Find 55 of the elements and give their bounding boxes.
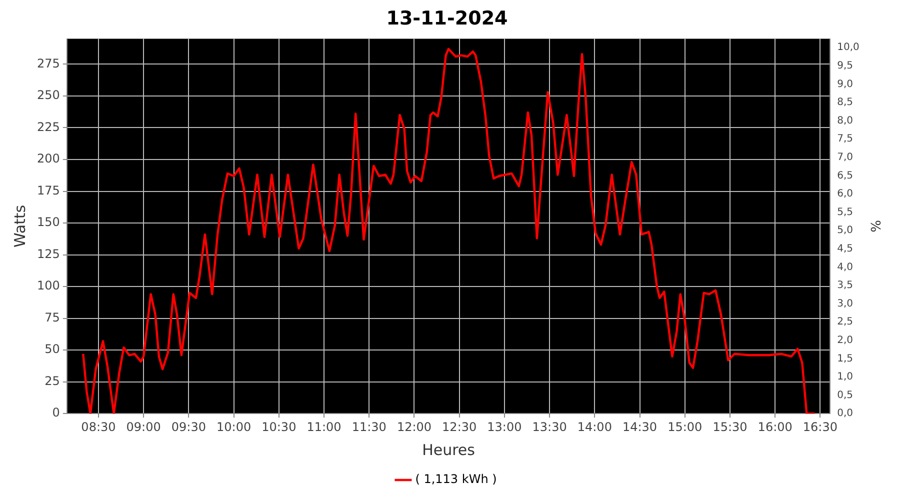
x-tick-label: 14:30 <box>622 420 658 434</box>
y-tick-label: 250 <box>37 88 60 102</box>
legend-label: ( 1,113 kWh ) <box>415 472 497 486</box>
x-tick-label: 16:00 <box>758 420 792 434</box>
y2-tick-label: 3,5 <box>837 280 854 292</box>
y2-tick-label: 5,5 <box>837 206 854 218</box>
x-tick-label: 15:30 <box>712 420 748 434</box>
x-tick-label: 13:30 <box>532 420 567 434</box>
x-tick-label: 12:30 <box>442 420 477 434</box>
y2-tick-label: 7,0 <box>837 152 854 163</box>
y2-tick-label: 3,0 <box>837 298 854 310</box>
y2-tick-label: 0,0 <box>837 408 854 420</box>
y-tick-label: 200 <box>37 152 60 166</box>
y2-tick-label: 6,0 <box>837 188 854 200</box>
y-tick-label: 275 <box>37 56 60 70</box>
y-tick-label: 100 <box>37 278 60 293</box>
y-axis-title: Watts <box>10 204 29 248</box>
y2-tick-label: 5,0 <box>837 225 854 236</box>
y2-tick-label: 1,5 <box>837 353 854 364</box>
x-tick-label: 09:30 <box>171 420 206 434</box>
y2-tick-label: 9,5 <box>837 60 854 72</box>
y2-tick-label: 4,0 <box>837 262 854 273</box>
x-tick-label: 09:00 <box>126 420 161 434</box>
y2-tick-label: 9,0 <box>837 78 854 90</box>
y2-tick-label: 10,0 <box>837 42 860 54</box>
y-tick-label: 75 <box>44 310 60 324</box>
y2-tick-label: 4,5 <box>837 243 854 254</box>
y-tick-label: 175 <box>37 183 60 198</box>
x-tick-label: 14:00 <box>577 420 612 434</box>
y-tick-label: 150 <box>37 215 60 230</box>
x-tick-label: 10:30 <box>262 420 296 434</box>
x-tick-label: 11:30 <box>352 420 386 434</box>
y2-tick-label: 0,5 <box>837 390 854 401</box>
y2-tick-label: 7,5 <box>837 134 854 145</box>
y-tick-label: 125 <box>37 246 60 261</box>
x-tick-label: 08:30 <box>81 420 116 434</box>
y-tick-label: 0 <box>52 406 60 420</box>
y2-tick-label: 2,0 <box>837 334 854 346</box>
y2-tick-label: 8,0 <box>837 115 854 126</box>
y-tick-label: 25 <box>44 374 60 388</box>
y2-tick-label: 1,0 <box>837 372 854 383</box>
y2-tick-label: 6,5 <box>837 170 854 182</box>
x-tick-label: 13:00 <box>487 420 522 434</box>
y-tick-label: 50 <box>44 342 60 356</box>
x-axis-title: Heures <box>422 440 476 459</box>
x-tick-label: 10:00 <box>216 420 252 434</box>
x-tick-label: 15:00 <box>668 420 702 434</box>
x-tick-label: 12:00 <box>396 420 432 434</box>
y2-tick-label: 2,5 <box>837 316 854 328</box>
y2-axis-title: % <box>866 220 882 232</box>
chart-title: 13-11-2024 <box>386 7 508 30</box>
x-tick-label: 16:30 <box>802 420 838 434</box>
y-tick-label: 225 <box>37 120 60 134</box>
x-tick-label: 11:00 <box>306 420 342 434</box>
y2-tick-label: 8,5 <box>837 97 854 108</box>
